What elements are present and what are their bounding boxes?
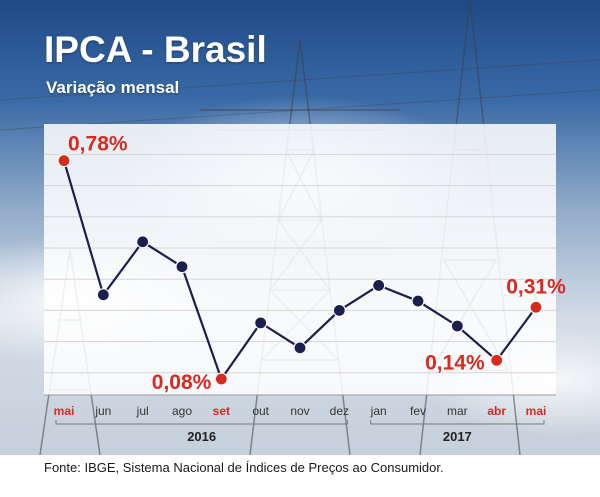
data-point (332, 303, 346, 317)
month-label: fev (410, 404, 426, 418)
data-point (175, 260, 189, 274)
month-label: jun (94, 404, 111, 418)
month-label: set (213, 404, 230, 418)
month-label: jan (370, 404, 387, 418)
month-label: ago (172, 404, 192, 418)
data-labels: 0,78% 0,08% 0,14% 0,31% (68, 133, 566, 394)
gridlines (44, 153, 556, 374)
data-point (254, 316, 268, 330)
data-point (372, 278, 386, 293)
data-point (57, 154, 71, 168)
year-label: 2016 (187, 429, 216, 444)
data-label: 0,14% (425, 351, 485, 374)
data-point (411, 294, 425, 308)
month-label: mar (447, 404, 468, 418)
year-bracket (55, 420, 348, 425)
data-point (96, 288, 110, 302)
source-note: Fonte: IBGE, Sistema Nacional de Índices… (44, 460, 444, 475)
footer-band (0, 455, 600, 497)
year-bracket (370, 420, 545, 425)
month-label: mai (54, 404, 75, 418)
data-point (529, 300, 543, 314)
month-label: jul (136, 404, 149, 418)
data-point (490, 353, 504, 367)
month-label: abr (487, 404, 506, 418)
data-point (136, 235, 150, 249)
month-label: out (252, 404, 269, 418)
month-label: dez (330, 404, 349, 418)
data-points (57, 154, 543, 386)
data-point (214, 372, 228, 386)
data-label: 0,78% (68, 133, 128, 156)
month-label: nov (290, 404, 309, 418)
chart-title: IPCA - Brasil (44, 29, 267, 70)
data-point (293, 341, 307, 355)
data-point (450, 319, 464, 333)
data-label: 0,31% (506, 275, 566, 298)
chart-subtitle: Variação mensal (46, 78, 180, 97)
month-label: mai (526, 404, 547, 418)
year-label: 2017 (443, 429, 472, 444)
month-tick-labels: mai jun jul ago set out nov dez jan fev mar abr mai (54, 404, 547, 418)
year-brackets: 2016 2017 (55, 420, 545, 444)
chart-canvas: 0,78% 0,08% 0,14% 0,31% mai jun jul ago set out n… (0, 0, 600, 455)
data-label: 0,08% (152, 371, 212, 394)
